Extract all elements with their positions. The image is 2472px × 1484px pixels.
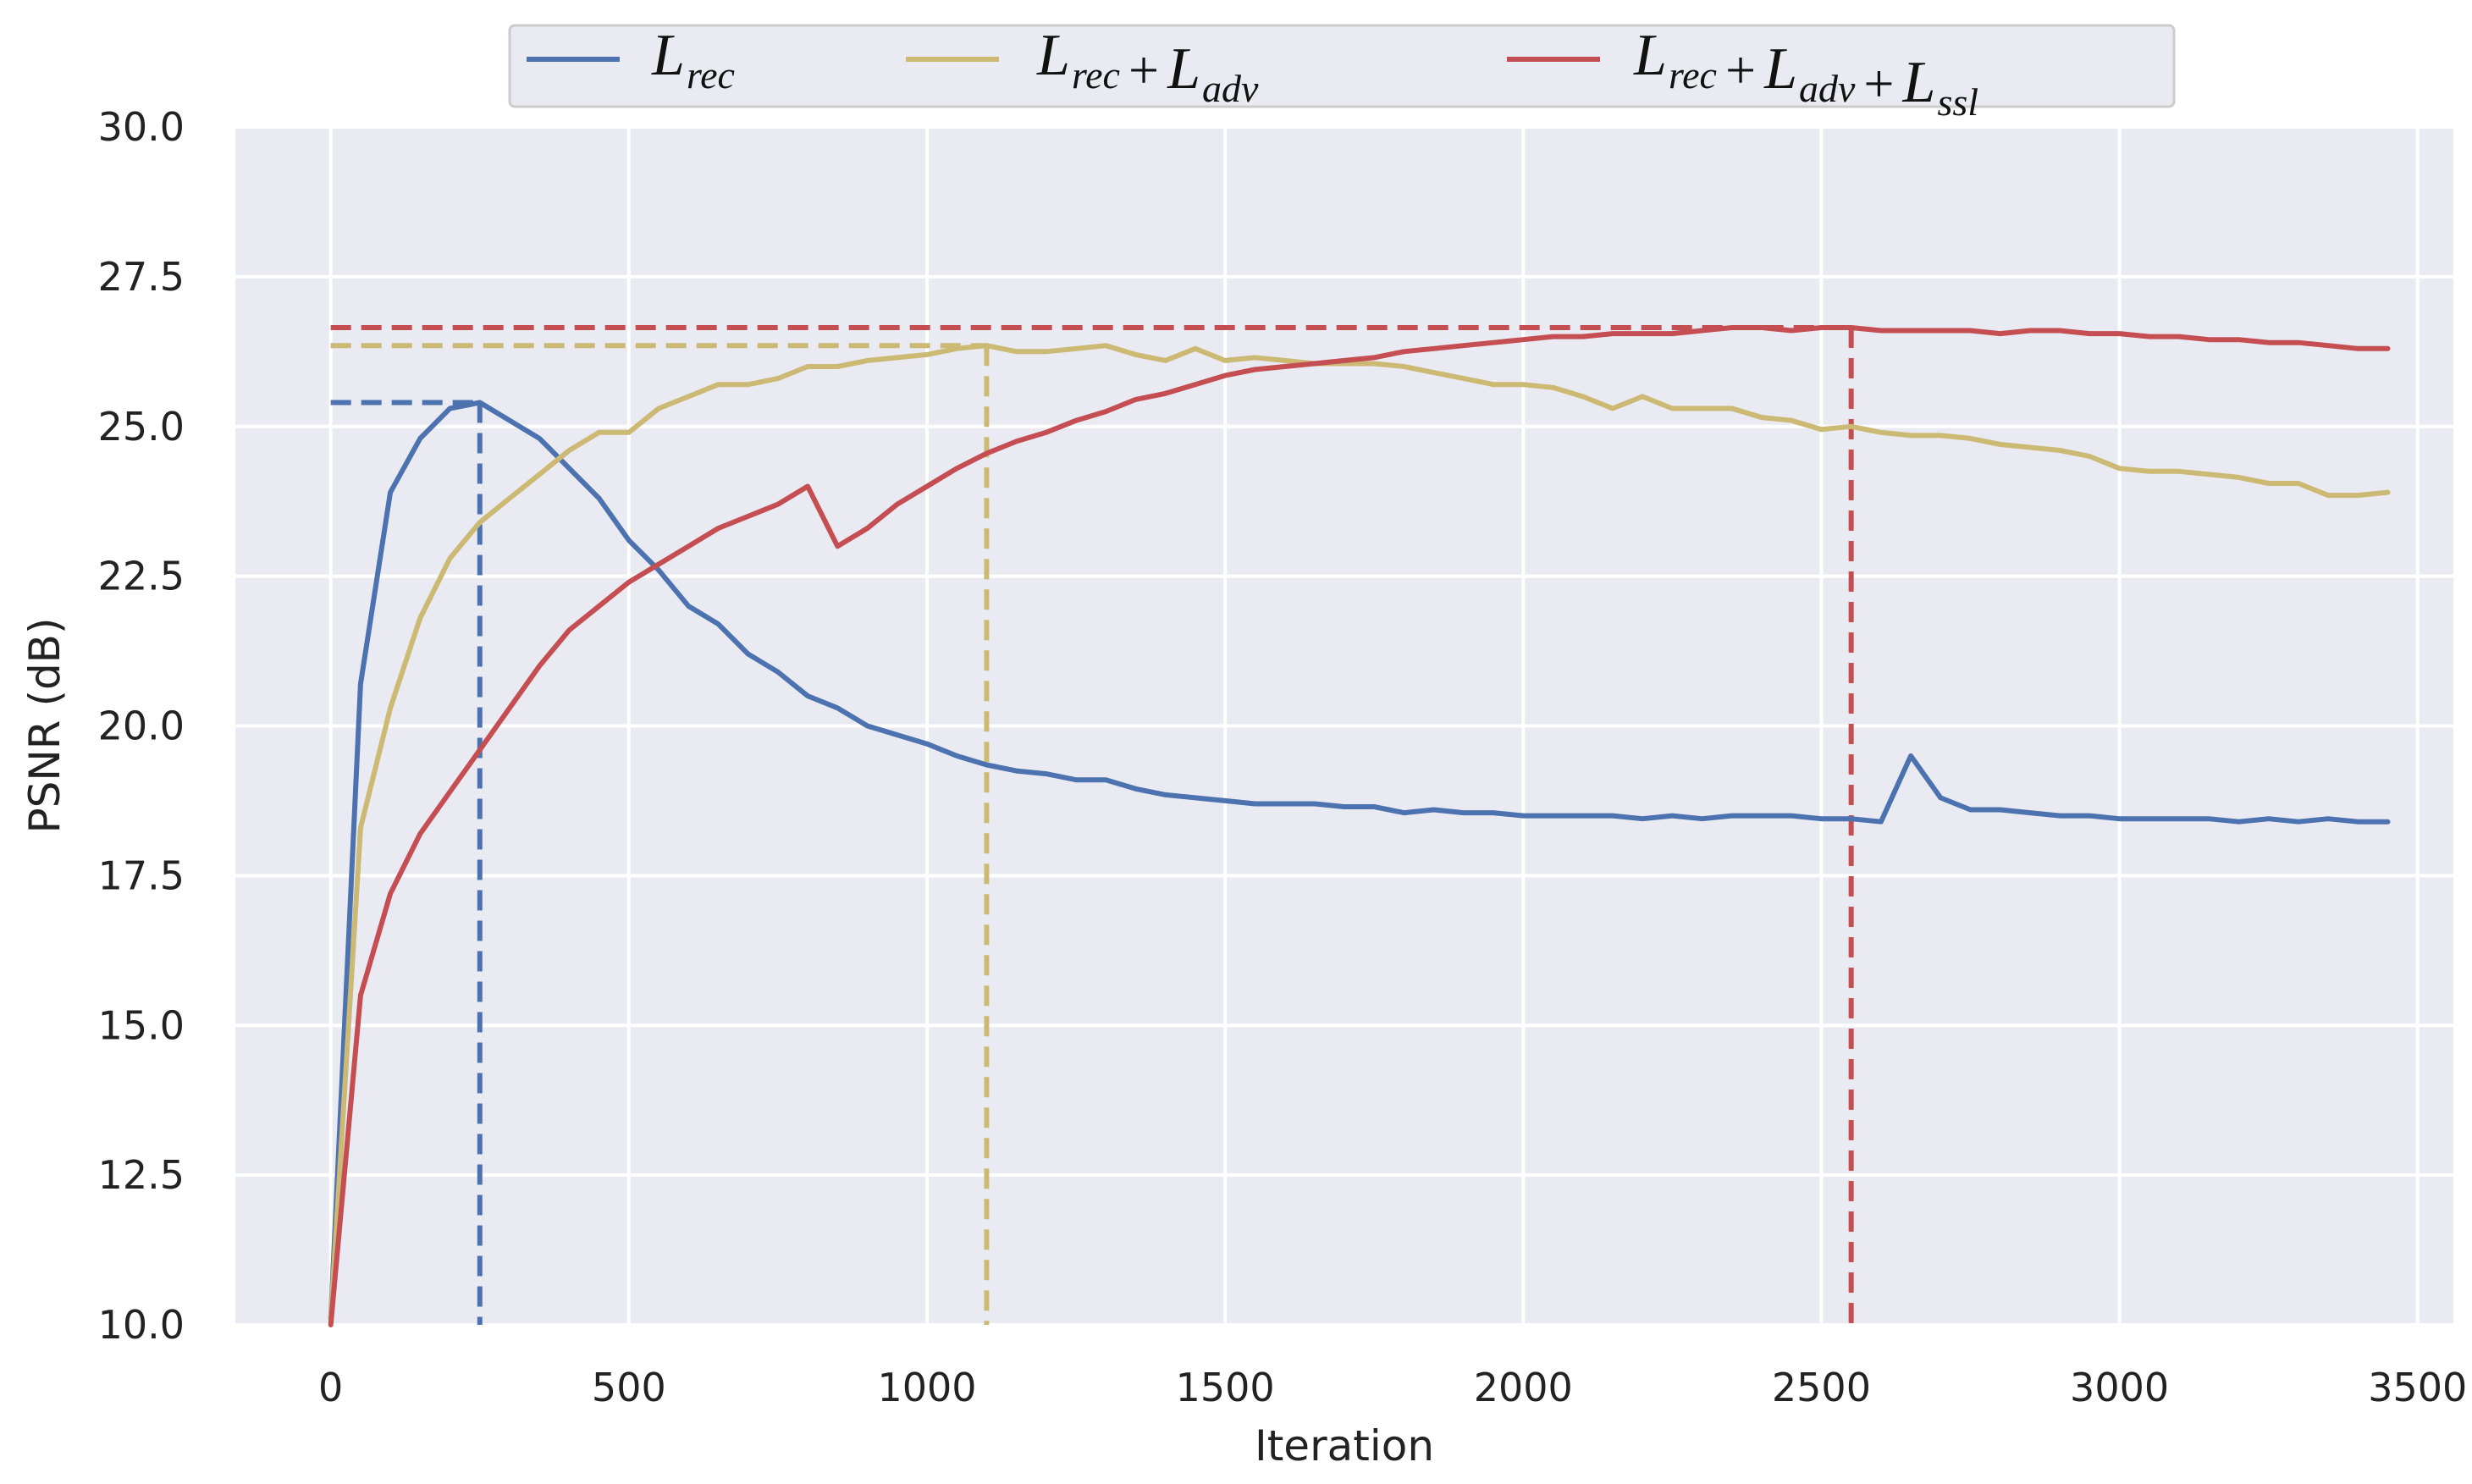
x-tick-label: 2000 — [1474, 1365, 1573, 1410]
legend-plus: + — [1863, 53, 1894, 113]
x-tick-label: 3000 — [2070, 1365, 2169, 1410]
x-axis-ticks: 0 500 1000 1500 2000 2500 3000 3500 — [318, 1365, 2467, 1410]
legend-term-subscript: rec — [1072, 53, 1120, 97]
legend-term-subscript: ssl — [1937, 80, 1978, 124]
y-tick-label: 20.0 — [98, 703, 185, 749]
y-tick-label: 27.5 — [98, 254, 185, 300]
peak-guides — [330, 325, 1854, 1325]
series-line-2 — [328, 343, 2391, 1321]
legend-box — [508, 24, 2176, 108]
x-tick-label: 500 — [592, 1365, 666, 1410]
legend-term-base: L — [1902, 50, 1936, 115]
y-tick-label: 17.5 — [98, 852, 185, 898]
series-line-3 — [328, 325, 2391, 1327]
legend-label: Lrec + Ladv + Lssl — [1633, 23, 1978, 124]
legend-plus: + — [1725, 40, 1756, 100]
x-tick-label: 3500 — [2368, 1365, 2467, 1410]
y-tick-label: 22.5 — [98, 554, 185, 599]
x-axis-title: Iteration — [1255, 1421, 1434, 1470]
legend-item-3: Lrec + Ladv + Lssl — [1507, 23, 1978, 124]
legend-term-subscript: rec — [687, 53, 735, 97]
x-tick-label: 0 — [318, 1365, 343, 1410]
legend-term-subscript: rec — [1669, 53, 1717, 97]
legend-label: Lrec + Ladv — [1036, 23, 1259, 110]
legend-term-base: L — [1633, 23, 1667, 88]
legend-term-subscript: adv — [1202, 67, 1259, 110]
legend-term-base: L — [1167, 36, 1200, 102]
gridlines — [235, 125, 2453, 1327]
legend-term-base: L — [1036, 23, 1070, 88]
x-tick-label: 1000 — [877, 1365, 976, 1410]
series-lines — [328, 325, 2391, 1327]
legend-plus: + — [1128, 40, 1159, 100]
y-axis-title: PSNR (dB) — [20, 618, 69, 834]
y-tick-label: 25.0 — [98, 404, 185, 450]
legend-term-base: L — [1763, 36, 1797, 102]
legend-label: Lrec — [651, 23, 735, 97]
x-tick-label: 2500 — [1772, 1365, 1871, 1410]
legend-item-1: Lrec — [527, 23, 735, 97]
x-tick-label: 1500 — [1176, 1365, 1275, 1410]
legend-term-subscript: adv — [1799, 67, 1856, 110]
y-tick-label: 30.0 — [98, 104, 185, 150]
y-tick-label: 12.5 — [98, 1152, 185, 1198]
legend-item-2: Lrec + Ladv — [906, 23, 1259, 110]
series-line-1 — [328, 400, 2391, 1321]
y-tick-label: 10.0 — [98, 1302, 185, 1348]
y-tick-label: 15.0 — [98, 1002, 185, 1048]
y-axis-ticks: 10.0 12.5 15.0 17.5 20.0 22.5 25.0 27.5 30.0 — [98, 104, 185, 1348]
legend-term-base: L — [651, 23, 685, 88]
